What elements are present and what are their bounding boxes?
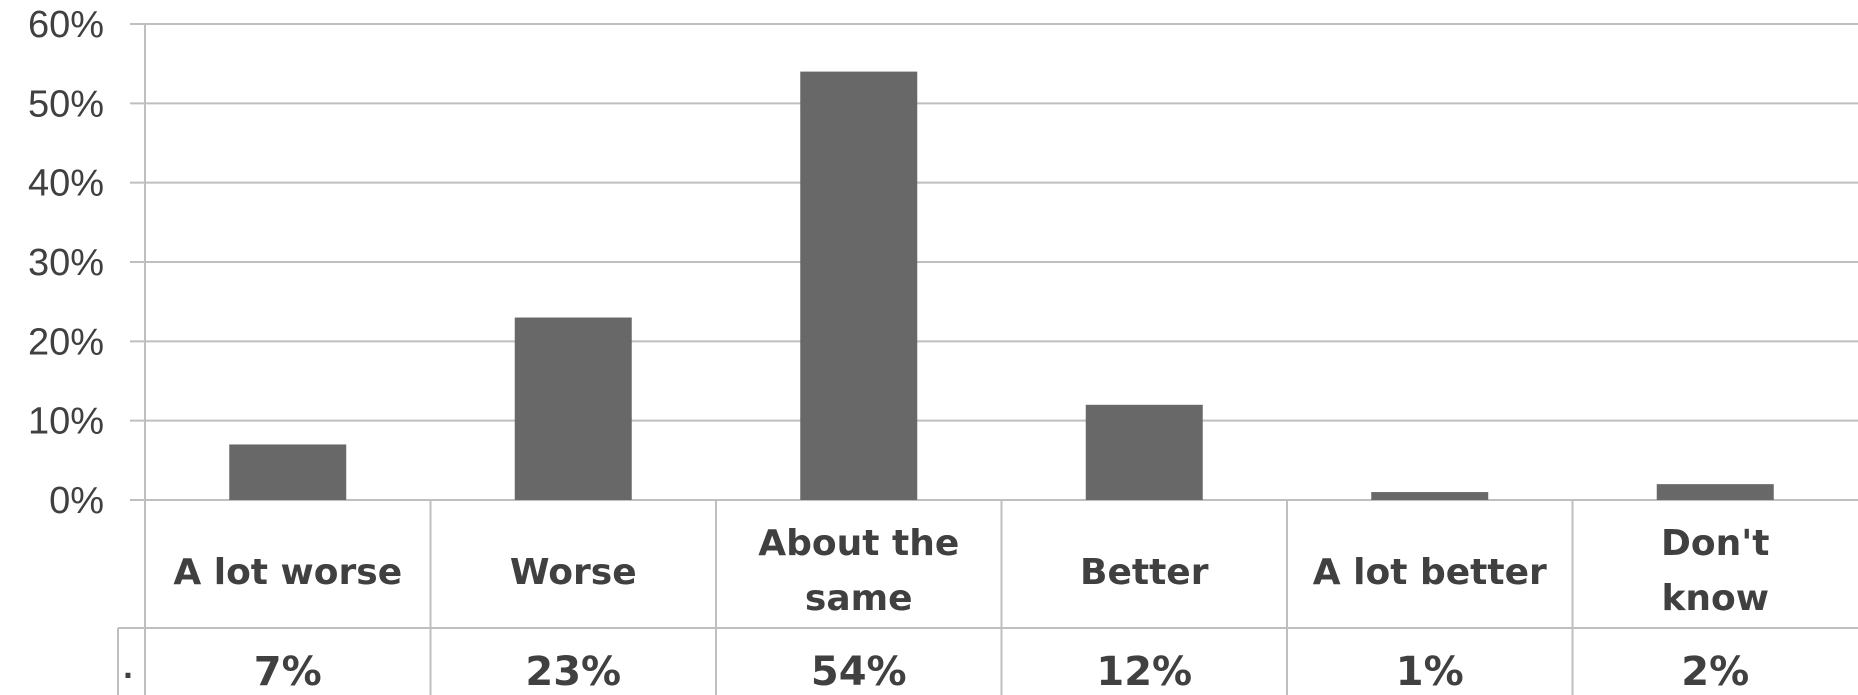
y-tick-label: 40% — [28, 163, 104, 205]
category-label: A lot worse — [173, 552, 402, 593]
y-tick-label: 60% — [28, 4, 104, 46]
category-label: A lot better — [1313, 552, 1547, 593]
value-label: 23% — [525, 649, 621, 695]
category-label: About the same — [758, 523, 959, 619]
value-labels: 7% 23% 54% 12% 1% 2% — [254, 649, 1749, 695]
series-legend-key: · — [123, 659, 134, 692]
data-table — [117, 500, 1858, 695]
bar — [229, 444, 347, 500]
category-label: Worse — [510, 552, 637, 593]
bar — [514, 317, 632, 500]
y-axis-tick-labels: 0% 10% 20% 30% 40% 50% 60% — [28, 4, 104, 522]
category-label: Better — [1080, 552, 1209, 593]
gridlines — [130, 23, 1858, 695]
category-label-line: know — [1661, 578, 1769, 619]
value-label: 7% — [254, 649, 322, 695]
bar — [1085, 404, 1203, 500]
value-label: 2% — [1681, 649, 1749, 695]
bar — [1371, 492, 1489, 500]
y-tick-label: 0% — [49, 480, 104, 522]
y-tick-label: 50% — [28, 83, 104, 125]
y-tick-label: 30% — [28, 242, 104, 284]
y-tick-label: 10% — [28, 401, 104, 443]
value-label: 1% — [1396, 649, 1464, 695]
category-label: Don't know — [1661, 523, 1769, 619]
category-label-line: Don't — [1661, 523, 1769, 564]
category-labels: A lot worse Worse About the same Better A lot… — [173, 523, 1769, 619]
value-label: 54% — [811, 649, 907, 695]
category-label-line: About the — [758, 523, 959, 564]
bar — [800, 71, 918, 500]
bar — [1656, 484, 1774, 500]
bars — [229, 71, 1774, 500]
value-label: 12% — [1096, 649, 1192, 695]
y-tick-label: 20% — [28, 321, 104, 363]
category-label-line: same — [805, 578, 913, 619]
